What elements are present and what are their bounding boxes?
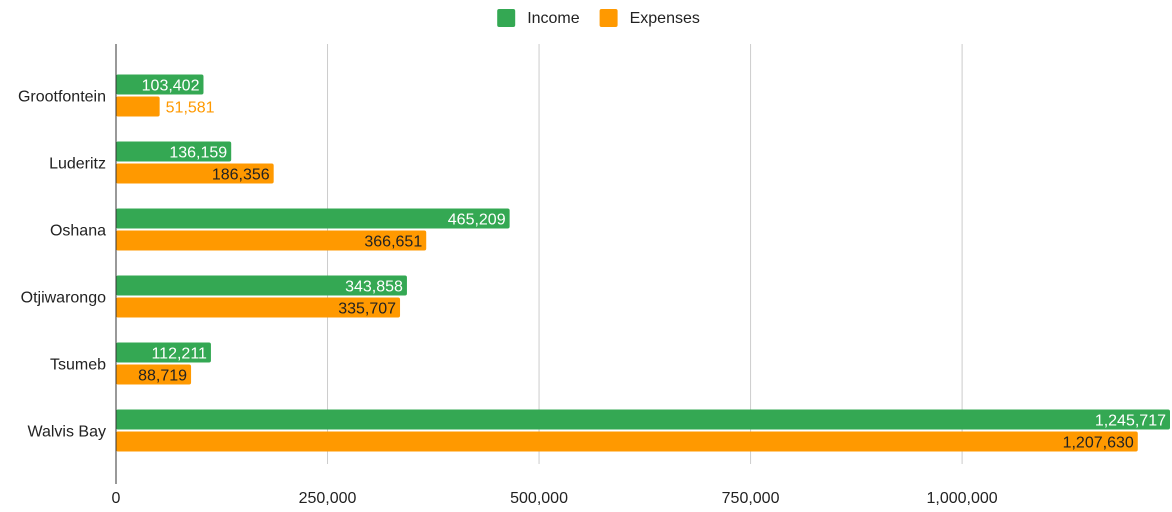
data-label: 1,245,717: [1095, 413, 1166, 430]
axes: 0 250,000 500,000 750,000 1,000,000 Grootfont…: [18, 44, 998, 507]
data-label: 335,707: [338, 301, 396, 318]
data-label: 366,651: [364, 234, 422, 251]
bar-income: [116, 74, 204, 95]
category-label: Luderitz: [49, 156, 106, 173]
bar-income: [116, 141, 232, 162]
bar-income: [116, 409, 1170, 430]
bar-expenses: [116, 431, 1138, 452]
data-label: 103,402: [142, 78, 200, 95]
data-label: 88,719: [138, 368, 187, 385]
category-label: Otjiwarongo: [21, 290, 106, 307]
bar-expenses: [116, 230, 427, 251]
bar-expenses: [116, 163, 274, 184]
data-label: 136,159: [169, 145, 227, 162]
legend: Income Expenses: [497, 9, 700, 27]
bar-expenses: [116, 96, 160, 117]
bar-income: [116, 208, 510, 229]
data-label: 343,858: [345, 279, 403, 296]
bars: 103,402 51,581 136,159 186,356 465,209 366,65…: [116, 74, 1170, 452]
x-tick-label: 500,000: [510, 490, 568, 507]
x-tick-label: 250,000: [299, 490, 357, 507]
bar-expenses: [116, 364, 192, 385]
bar-income: [116, 342, 211, 363]
x-tick-label: 1,000,000: [927, 490, 998, 507]
legend-label-income: Income: [527, 10, 580, 27]
bar-expenses: [116, 297, 401, 318]
legend-swatch-expenses: [599, 9, 618, 27]
legend-swatch-income: [497, 9, 516, 27]
category-label: Oshana: [50, 223, 106, 240]
data-label: 51,581: [166, 100, 215, 117]
legend-label-expenses: Expenses: [630, 10, 700, 27]
x-tick-label: 0: [112, 490, 121, 507]
bar-income: [116, 275, 407, 296]
gridlines: [327, 44, 963, 464]
category-label: Tsumeb: [50, 357, 106, 374]
category-label: Grootfontein: [18, 89, 106, 106]
data-label: 186,356: [212, 167, 270, 184]
data-label: 1,207,630: [1063, 435, 1134, 452]
x-tick-label: 750,000: [722, 490, 780, 507]
data-label: 112,211: [151, 346, 207, 363]
category-label: Walvis Bay: [27, 424, 106, 441]
data-label: 465,209: [448, 212, 506, 229]
